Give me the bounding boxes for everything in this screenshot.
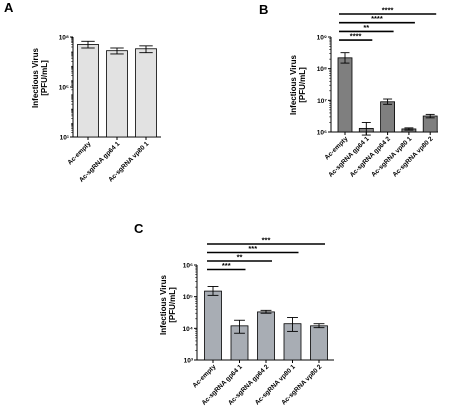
significance-label: **** [371,14,383,23]
panel-a: A Infectious Virus[PFU/mL] 10¹ 10⁵ 10⁸ Ac-emp… [4,0,161,184]
y-axis-label: Infectious Virus[PFU/mL] [159,275,177,335]
y-tick-label: 10⁷ [317,98,327,105]
x-tick-label: Ac-empty [67,140,93,166]
panel-letter: A [4,0,14,15]
y-axis-label-line: Infectious Virus [289,55,298,115]
y-tick-label: 10³ [184,358,194,365]
y-axis-label-line: Infectious Virus [159,275,168,335]
bar [135,48,157,138]
bar [106,50,128,138]
panel-letter: B [259,2,268,17]
y-axis-label-line: [PFU/mL] [298,67,307,103]
bar [380,101,396,133]
significance-label: **** [382,6,394,15]
y-tick-label: 10¹ [60,135,69,142]
y-axis-label-line: Infectious Virus [31,48,40,108]
significance-label: *** [248,244,257,253]
bar [337,57,353,133]
significance-label: ** [237,253,243,262]
y-axis-label-line: [PFU/mL] [40,60,49,96]
y-tick-label: 10⁸ [59,35,69,42]
bar [310,325,328,361]
x-tick-label: Ac-empty [192,363,218,389]
bar [204,290,222,361]
bar [77,44,99,138]
y-tick-label: 10⁶ [317,130,327,137]
y-tick-label: 10⁶ [183,263,193,270]
y-tick-label: 10⁴ [183,326,193,333]
panel-b: B Infectious Virus[PFU/mL] 10⁶ 10⁷ 10⁸ 10⁹ Ac-… [259,2,438,179]
bar [422,115,438,133]
y-axis-label: Infectious Virus[PFU/mL] [289,55,307,115]
significance-label: **** [350,32,362,41]
x-tick-label: Ac-sgRNA vp80 2 [392,135,435,178]
significance-label: *** [222,261,231,270]
panel-c: C Infectious Virus[PFU/mL] 10³ 10⁴ 10⁵ 10⁶ Ac-… [134,221,334,407]
panel-letter: C [134,221,144,236]
significance-label: *** [262,236,271,245]
significance-label: ** [363,23,369,32]
bar [257,311,275,361]
y-tick-label: 10⁹ [317,35,327,42]
y-tick-label: 10⁵ [183,294,193,301]
y-axis-label: Infectious Virus[PFU/mL] [31,48,49,108]
y-tick-label: 10⁵ [59,85,69,92]
y-tick-label: 10⁸ [317,66,327,73]
y-axis-label-line: [PFU/mL] [168,287,177,323]
